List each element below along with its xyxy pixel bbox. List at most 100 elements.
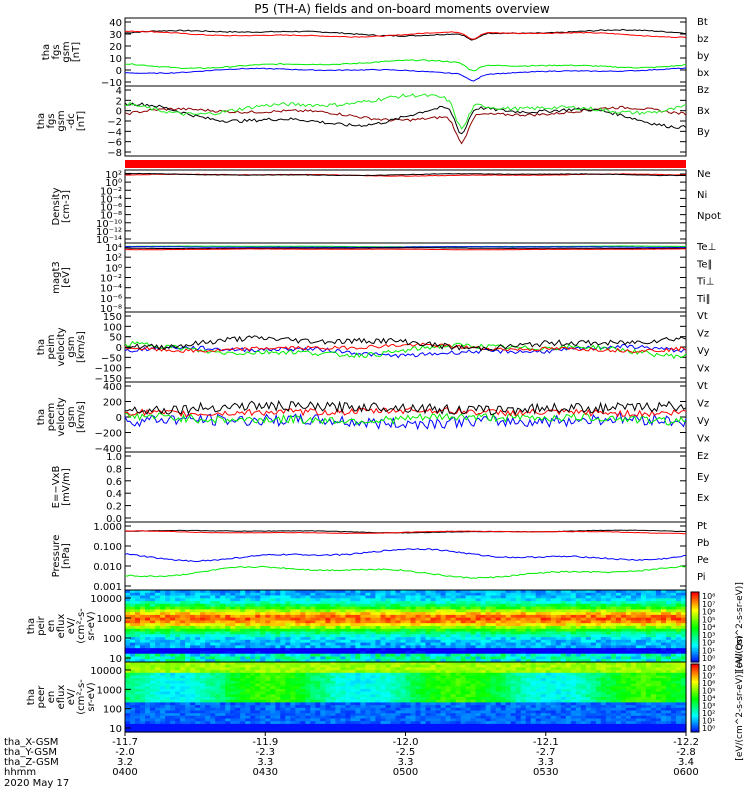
heat-cell bbox=[505, 639, 512, 644]
heat-cell bbox=[205, 705, 211, 709]
heat-cell bbox=[400, 678, 407, 682]
heat-cell bbox=[540, 697, 547, 701]
heat-cell bbox=[520, 648, 527, 652]
heat-cell bbox=[165, 623, 171, 627]
heat-cell bbox=[185, 694, 191, 698]
heat-cell bbox=[415, 686, 422, 690]
heat-cell bbox=[125, 697, 131, 701]
heat-cell bbox=[130, 634, 136, 638]
heat-cell bbox=[605, 614, 612, 619]
heat-cell bbox=[395, 664, 402, 668]
heat-cell bbox=[645, 688, 652, 693]
heat-cell bbox=[155, 650, 161, 655]
heat-cell bbox=[440, 670, 447, 674]
heat-cell bbox=[565, 601, 572, 605]
heat-cell bbox=[340, 686, 346, 690]
heat-cell bbox=[290, 678, 296, 682]
heat-cell bbox=[455, 617, 462, 622]
heat-cell bbox=[595, 664, 602, 668]
heat-cell bbox=[240, 598, 246, 602]
heat-cell bbox=[480, 598, 487, 602]
heat-cell bbox=[655, 614, 662, 619]
heat-cell bbox=[415, 648, 422, 652]
heat-cell bbox=[520, 634, 527, 638]
heat-cell bbox=[570, 626, 577, 630]
heat-cell bbox=[160, 634, 166, 638]
heat-cell bbox=[465, 683, 472, 687]
heat-cell bbox=[400, 642, 407, 646]
heat-cell bbox=[390, 623, 397, 627]
heat-cell bbox=[290, 670, 296, 674]
heat-cell bbox=[250, 675, 256, 679]
heat-cell bbox=[530, 653, 537, 658]
heat-cell bbox=[620, 645, 627, 649]
heat-cell bbox=[640, 628, 647, 633]
heat-cell bbox=[545, 670, 552, 674]
heat-cell bbox=[475, 688, 482, 693]
heat-cell bbox=[555, 691, 562, 695]
heat-cell bbox=[170, 617, 176, 622]
heat-cell bbox=[515, 686, 522, 690]
heat-cell bbox=[625, 648, 632, 652]
heat-cell bbox=[150, 623, 156, 627]
heat-cell bbox=[190, 609, 196, 613]
heat-cell bbox=[570, 598, 577, 602]
heat-cell bbox=[405, 645, 412, 649]
heat-cell bbox=[620, 702, 627, 706]
heat-cell bbox=[260, 683, 266, 687]
heat-cell bbox=[205, 634, 211, 638]
heat-cell bbox=[535, 702, 542, 706]
heat-cell bbox=[580, 637, 587, 641]
heat-cell bbox=[175, 645, 181, 649]
heat-cell bbox=[215, 623, 221, 627]
heat-cell bbox=[290, 595, 296, 599]
heat-cell bbox=[410, 628, 417, 633]
heat-cell bbox=[320, 614, 326, 619]
heat-cell bbox=[220, 675, 226, 679]
heat-cell bbox=[640, 609, 647, 613]
heat-cell bbox=[595, 631, 602, 635]
heat-cell bbox=[415, 634, 422, 638]
heat-cell bbox=[225, 603, 231, 608]
heat-cell bbox=[575, 650, 582, 655]
heat-cell bbox=[355, 598, 361, 602]
heat-cell bbox=[325, 620, 331, 624]
heat-cell bbox=[515, 628, 522, 633]
heat-cell bbox=[225, 650, 231, 655]
heat-cell bbox=[125, 614, 131, 619]
heat-cell bbox=[310, 642, 316, 646]
heat-cell bbox=[240, 656, 246, 660]
heat-cell bbox=[570, 590, 577, 594]
heat-cell bbox=[370, 603, 376, 608]
heat-cell bbox=[465, 672, 472, 677]
heat-cell bbox=[510, 653, 517, 658]
heat-cell bbox=[595, 592, 602, 597]
heat-cell bbox=[645, 697, 652, 701]
heat-cell bbox=[610, 672, 617, 677]
heat-cell bbox=[205, 667, 211, 671]
heat-cell bbox=[450, 603, 457, 608]
heat-cell bbox=[580, 617, 587, 622]
heat-cell bbox=[620, 639, 627, 644]
heat-cell bbox=[275, 612, 281, 616]
heat-cell bbox=[295, 702, 301, 706]
heat-cell bbox=[575, 702, 582, 706]
heat-cell bbox=[676, 626, 682, 630]
ylabel-line: velocity bbox=[56, 327, 67, 366]
heat-cell bbox=[540, 617, 547, 622]
heat-cell bbox=[145, 631, 151, 635]
heat-cell bbox=[145, 656, 151, 660]
heat-cell bbox=[630, 626, 637, 630]
heat-cell bbox=[315, 637, 321, 641]
heat-cell bbox=[240, 590, 246, 594]
heat-cell bbox=[135, 688, 141, 693]
heat-cell bbox=[205, 656, 211, 660]
heat-cell bbox=[150, 617, 156, 622]
heat-cell bbox=[155, 598, 161, 602]
heat-cell bbox=[185, 686, 191, 690]
heat-cell bbox=[475, 691, 482, 695]
heat-cell bbox=[540, 639, 547, 644]
heat-cell bbox=[355, 656, 361, 660]
heat-cell bbox=[260, 675, 266, 679]
